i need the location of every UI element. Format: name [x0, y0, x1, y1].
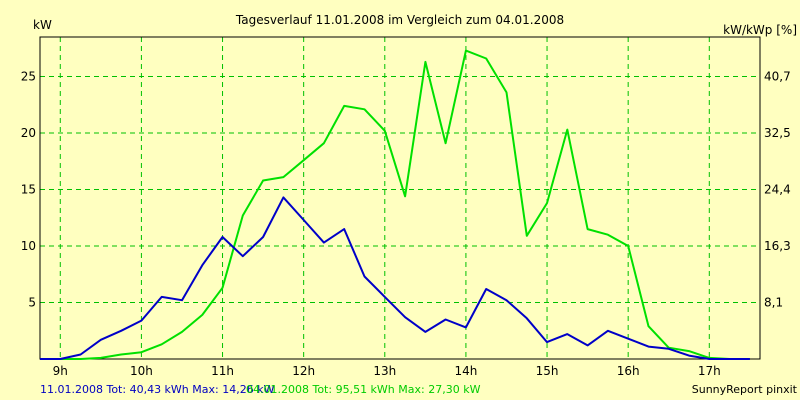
- x-tick-label: 16h: [617, 364, 640, 378]
- x-tick-label: 9h: [53, 364, 68, 378]
- footer-series-green-summary: 04.01.2008 Tot: 95,51 kWh Max: 27,30 kW: [246, 383, 481, 396]
- y-left-tick-label: 10: [21, 239, 36, 253]
- y-right-tick-label: 16,3: [764, 239, 791, 253]
- y-right-tick-label: 40,7: [764, 70, 791, 84]
- y-left-tick-label: 25: [21, 70, 36, 84]
- x-tick-label: 15h: [536, 364, 559, 378]
- y-left-tick-label: 5: [28, 296, 36, 310]
- x-tick-label: 11h: [211, 364, 234, 378]
- y-left-tick-label: 15: [21, 183, 36, 197]
- series-line-04-01-2008: [40, 49, 750, 360]
- y-axis-right-label: kW/kWp [%]: [723, 23, 797, 37]
- chart-title: Tagesverlauf 11.01.2008 im Vergleich zum…: [235, 13, 564, 27]
- y-left-tick-label: 20: [21, 126, 36, 140]
- plot-frame: [39, 36, 761, 360]
- y-right-tick-label: 8,1: [764, 296, 783, 310]
- y-right-tick-label: 24,4: [764, 183, 791, 197]
- x-tick-label: 17h: [698, 364, 721, 378]
- y-right-tick-label: 32,5: [764, 126, 791, 140]
- x-tick-label: 12h: [292, 364, 315, 378]
- footer-series-blue-summary: 11.01.2008 Tot: 40,43 kWh Max: 14,26 kW: [40, 383, 275, 396]
- y-axis-left-label: kW: [33, 18, 52, 32]
- footer-credit: SunnyReport pinxit: [692, 383, 798, 396]
- series-line-11-01-2008: [40, 196, 750, 360]
- x-tick-label: 10h: [130, 364, 153, 378]
- x-tick-label: 14h: [454, 364, 477, 378]
- x-tick-label: 13h: [373, 364, 396, 378]
